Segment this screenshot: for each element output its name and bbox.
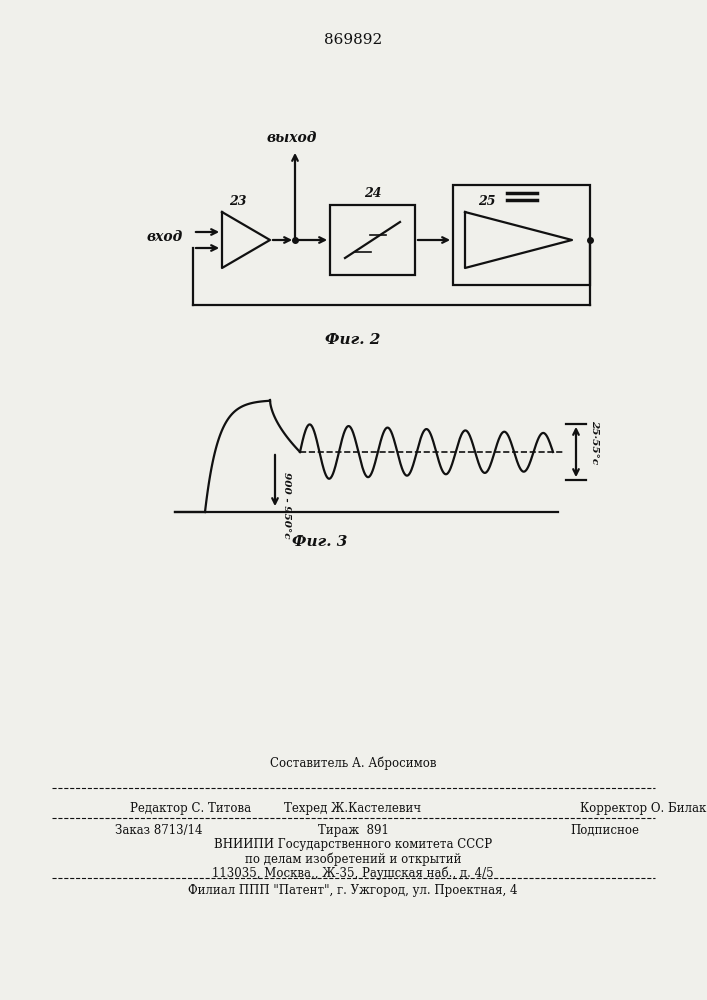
Bar xyxy=(453,185,590,285)
Text: выход: выход xyxy=(267,131,317,145)
Text: вход: вход xyxy=(147,230,183,244)
Text: Фиг. 3: Фиг. 3 xyxy=(292,535,348,549)
Text: Составитель А. Абросимов: Составитель А. Абросимов xyxy=(270,756,436,770)
Text: Редактор С. Титова: Редактор С. Титова xyxy=(130,802,251,815)
Text: Техред Ж.Кастелевич: Техред Ж.Кастелевич xyxy=(284,802,421,815)
Text: 25·55°с: 25·55°с xyxy=(590,420,599,464)
Text: по делам изобретений и открытий: по делам изобретений и открытий xyxy=(245,852,461,865)
Text: 24: 24 xyxy=(363,187,381,200)
Text: Корректор О. Билак: Корректор О. Билак xyxy=(580,802,706,815)
Text: 23: 23 xyxy=(229,195,247,208)
Text: Заказ 8713/14: Заказ 8713/14 xyxy=(115,824,202,837)
Text: Филиал ППП "Патент", г. Ужгород, ул. Проектная, 4: Филиал ППП "Патент", г. Ужгород, ул. Про… xyxy=(188,884,518,897)
Text: Подписное: Подписное xyxy=(570,824,639,837)
Text: ВНИИПИ Государственного комитета СССР: ВНИИПИ Государственного комитета СССР xyxy=(214,838,492,851)
Text: 113035, Москва,, Ж-35, Раушская наб., д. 4/5: 113035, Москва,, Ж-35, Раушская наб., д.… xyxy=(212,866,493,880)
Text: 869892: 869892 xyxy=(324,33,382,47)
Text: 25: 25 xyxy=(478,195,496,208)
Text: 900 - 950°с: 900 - 950°с xyxy=(282,472,291,539)
Text: Фиг. 2: Фиг. 2 xyxy=(325,333,380,347)
Text: Тираж  891: Тираж 891 xyxy=(317,824,388,837)
Bar xyxy=(330,205,415,275)
